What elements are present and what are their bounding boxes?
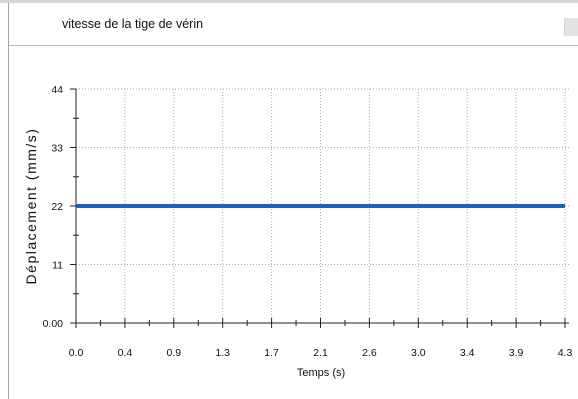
x-tick-label: 1.3 <box>215 347 230 359</box>
chart-title: vitesse de la tige de vérin <box>62 17 204 31</box>
x-tick-label: 3.9 <box>509 347 524 359</box>
y-tick-label: 33 <box>51 143 63 155</box>
x-axis-label: Temps (s) <box>297 367 345 379</box>
label-layer: 0.0 0.4 0.9 1.3 1.7 2.1 2.6 3.0 3.4 3.9 4.3 0.00 11 2… <box>43 84 573 359</box>
x-tick-label: 4.3 <box>558 347 573 359</box>
y-tick-label: 22 <box>51 201 63 213</box>
y-tick-label: 11 <box>52 260 63 272</box>
y-tick-label: 44 <box>51 84 63 96</box>
x-tick-label: 0.4 <box>118 347 133 359</box>
header-divider <box>9 45 578 46</box>
x-tick-label: 2.6 <box>362 347 377 359</box>
x-tick-label: 3.4 <box>460 347 475 359</box>
line-chart: 0.0 0.4 0.9 1.3 1.7 2.1 2.6 3.0 3.4 3.9 4.3 0.00 11 2… <box>23 84 573 379</box>
x-tick-label: 2.1 <box>313 347 328 359</box>
y-axis-label: Déplacement (mm/s) <box>23 128 39 285</box>
x-tick-label: 0.9 <box>166 347 181 359</box>
x-tick-label: 0.0 <box>69 347 84 359</box>
window-left-border <box>8 3 9 399</box>
x-tick-label: 1.7 <box>264 347 279 359</box>
y-tick-label: 0.00 <box>43 318 64 330</box>
axis-layer <box>70 88 569 328</box>
window-control-button[interactable] <box>564 18 578 36</box>
window-top-border <box>0 0 578 3</box>
x-tick-label: 3.0 <box>411 347 426 359</box>
